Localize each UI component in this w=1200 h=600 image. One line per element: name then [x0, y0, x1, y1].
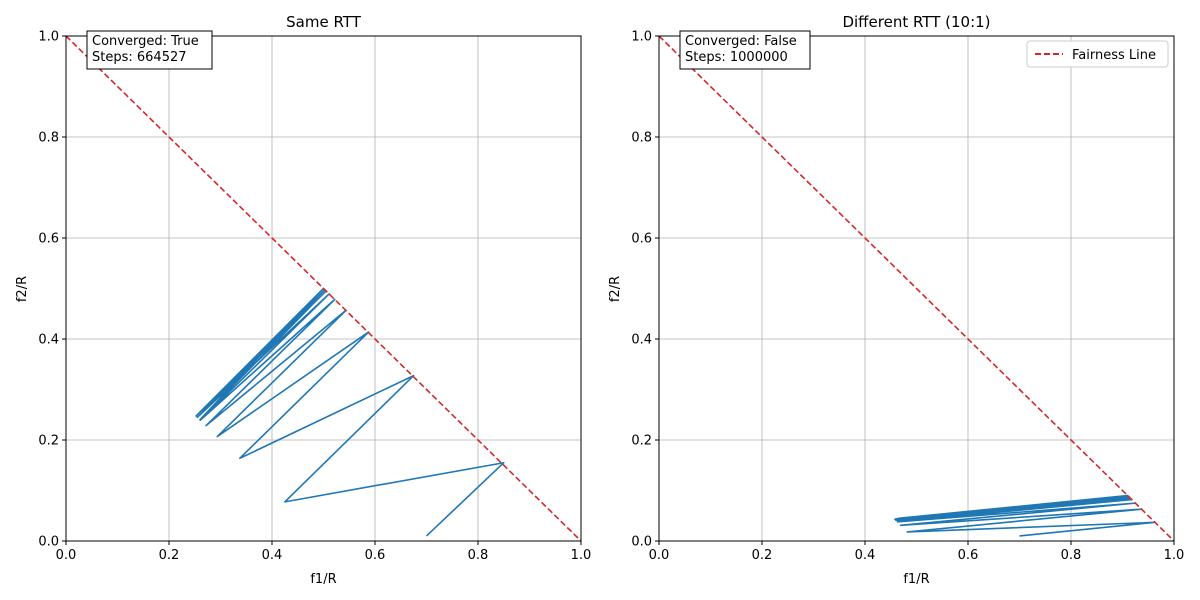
- fairness-line: [65, 35, 582, 542]
- chart-panel-different-rtt: Different RTT (10:1) f1/R f2/R 0.0 0.2 0.4…: [608, 13, 1184, 587]
- y-tick-label: 0.4: [631, 333, 652, 348]
- stats-annotation: Converged: False Steps: 1000000: [679, 30, 811, 70]
- x-tick-label: 0.2: [159, 548, 180, 563]
- trajectory-line: [894, 494, 1156, 537]
- plot-frame: [658, 35, 1175, 542]
- y-tick-label: 0.8: [38, 131, 59, 146]
- chart-panel-same-rtt: Same RTT f1/R f2/R 0.0 0.2 0.4 0.6 0.8 1.00.0…: [15, 13, 591, 587]
- annotation-steps: Steps: 664527: [92, 50, 187, 65]
- axis-ticks: 0.0 0.2 0.4 0.6 0.8 1.0 0.0 0.2 0.4 0.6 0.8 1.0: [38, 30, 591, 564]
- plot-marks: [658, 35, 1175, 542]
- x-tick-label: 0.4: [262, 548, 283, 563]
- chart-title: Different RTT (10:1): [842, 13, 990, 31]
- y-tick-label: 0.6: [631, 232, 652, 247]
- plot-frame: [65, 35, 582, 542]
- x-axis-label: f1/R: [903, 572, 929, 587]
- x-tick-label: 0.0: [56, 548, 77, 563]
- x-tick-label: 0.8: [468, 548, 489, 563]
- axis-ticks: 0.0 0.2 0.4 0.6 0.8 1.0 0.0 0.2 0.4 0.6 0.8 1.0: [631, 30, 1184, 564]
- legend-label-fairness-line: Fairness Line: [1072, 48, 1156, 63]
- plot-marks: [65, 35, 582, 542]
- annotation-converged: Converged: True: [92, 34, 199, 49]
- x-tick-label: 0.8: [1061, 548, 1082, 563]
- annotation-box: [679, 30, 811, 70]
- annotation-box: [86, 30, 213, 70]
- x-tick-label: 0.0: [649, 548, 670, 563]
- y-tick-label: 0.4: [38, 333, 59, 348]
- y-tick-label: 0.8: [631, 131, 652, 146]
- x-tick-label: 0.6: [958, 548, 979, 563]
- x-tick-label: 0.4: [855, 548, 876, 563]
- y-tick-label: 1.0: [631, 30, 652, 45]
- y-axis-label: f2/R: [15, 276, 30, 302]
- y-tick-label: 0.0: [38, 535, 59, 550]
- x-tick-label: 0.2: [752, 548, 773, 563]
- x-tick-label: 1.0: [571, 548, 592, 563]
- y-tick-label: 0.2: [631, 434, 652, 449]
- legend-box: [1026, 40, 1169, 68]
- x-tick-label: 1.0: [1164, 548, 1185, 563]
- y-axis-label: f2/R: [608, 276, 623, 302]
- y-tick-label: 1.0: [38, 30, 59, 45]
- chart-title: Same RTT: [286, 13, 362, 31]
- annotation-steps: Steps: 1000000: [685, 50, 788, 65]
- y-tick-label: 0.0: [631, 535, 652, 550]
- fairness-line: [658, 35, 1175, 542]
- legend: Fairness Line: [1026, 40, 1169, 68]
- y-tick-label: 0.2: [38, 434, 59, 449]
- annotation-converged: Converged: False: [685, 34, 797, 49]
- x-axis-label: f1/R: [310, 572, 336, 587]
- trajectory-line: [195, 287, 505, 537]
- stats-annotation: Converged: True Steps: 664527: [86, 30, 213, 70]
- x-tick-label: 0.6: [365, 548, 386, 563]
- y-tick-label: 0.6: [38, 232, 59, 247]
